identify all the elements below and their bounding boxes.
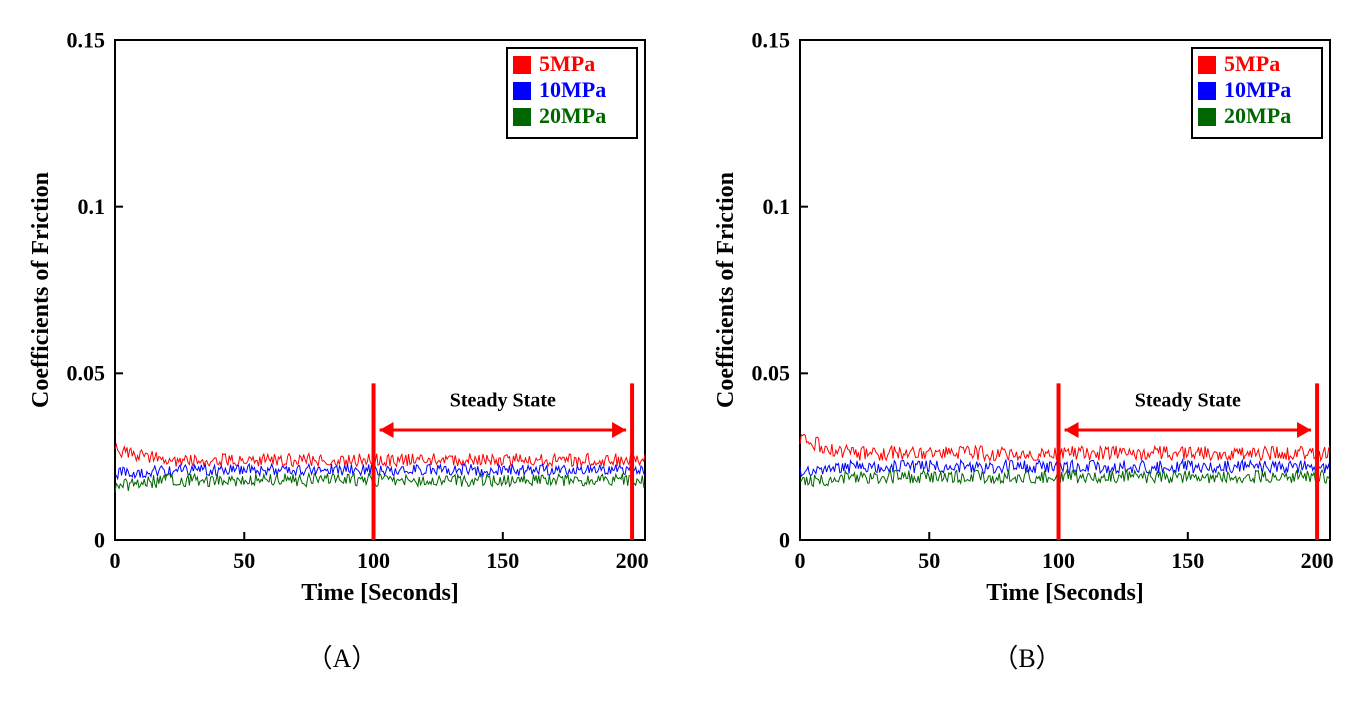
y-tick-label: 0 [779, 527, 790, 552]
panel-label: （B） [992, 638, 1061, 675]
x-axis-label: Time [Seconds] [301, 580, 459, 606]
x-axis-label: Time [Seconds] [986, 580, 1144, 606]
x-tick-label: 100 [357, 548, 390, 573]
steady-state-label: Steady State [449, 390, 555, 412]
chart-panel: 0 50 100 150 200 0 0.05 0.1 0.15 Time [Seconds] Co… [20, 20, 665, 675]
legend-label: 20MPa [1224, 103, 1291, 128]
x-tick-label: 0 [109, 548, 120, 573]
legend-label: 10MPa [539, 77, 606, 102]
x-tick-label: 50 [918, 548, 940, 573]
chart-panel: 0 50 100 150 200 0 0.05 0.1 0.15 Time [Seconds] Co… [705, 20, 1350, 675]
x-tick-label: 100 [1042, 548, 1075, 573]
x-tick-label: 0 [794, 548, 805, 573]
legend-marker [1198, 108, 1216, 126]
friction-chart: 0 50 100 150 200 0 0.05 0.1 0.15 Time [Seconds] Co… [20, 20, 665, 620]
legend-label: 20MPa [539, 103, 606, 128]
y-tick-label: 0.15 [751, 27, 790, 52]
y-tick-label: 0.1 [77, 194, 105, 219]
y-tick-label: 0 [94, 527, 105, 552]
y-tick-label: 0.05 [751, 361, 790, 386]
legend-label: 5MPa [539, 51, 595, 76]
legend-marker [513, 108, 531, 126]
y-axis-label: Coefficients of Friction [713, 172, 739, 408]
legend-label: 10MPa [1224, 77, 1291, 102]
legend-marker [513, 82, 531, 100]
y-tick-label: 0.1 [762, 194, 790, 219]
legend-label: 5MPa [1224, 51, 1280, 76]
steady-state-label: Steady State [1134, 390, 1240, 412]
y-tick-label: 0.05 [66, 361, 105, 386]
x-tick-label: 150 [1171, 548, 1204, 573]
legend-marker [1198, 82, 1216, 100]
x-tick-label: 200 [615, 548, 648, 573]
x-tick-label: 200 [1300, 548, 1333, 573]
y-tick-label: 0.15 [66, 27, 105, 52]
legend-marker [513, 56, 531, 74]
friction-chart: 0 50 100 150 200 0 0.05 0.1 0.15 Time [Seconds] Co… [705, 20, 1350, 620]
x-tick-label: 50 [233, 548, 255, 573]
y-axis-label: Coefficients of Friction [28, 172, 54, 408]
x-tick-label: 150 [486, 548, 519, 573]
panel-label: （A） [307, 638, 378, 675]
legend-marker [1198, 56, 1216, 74]
